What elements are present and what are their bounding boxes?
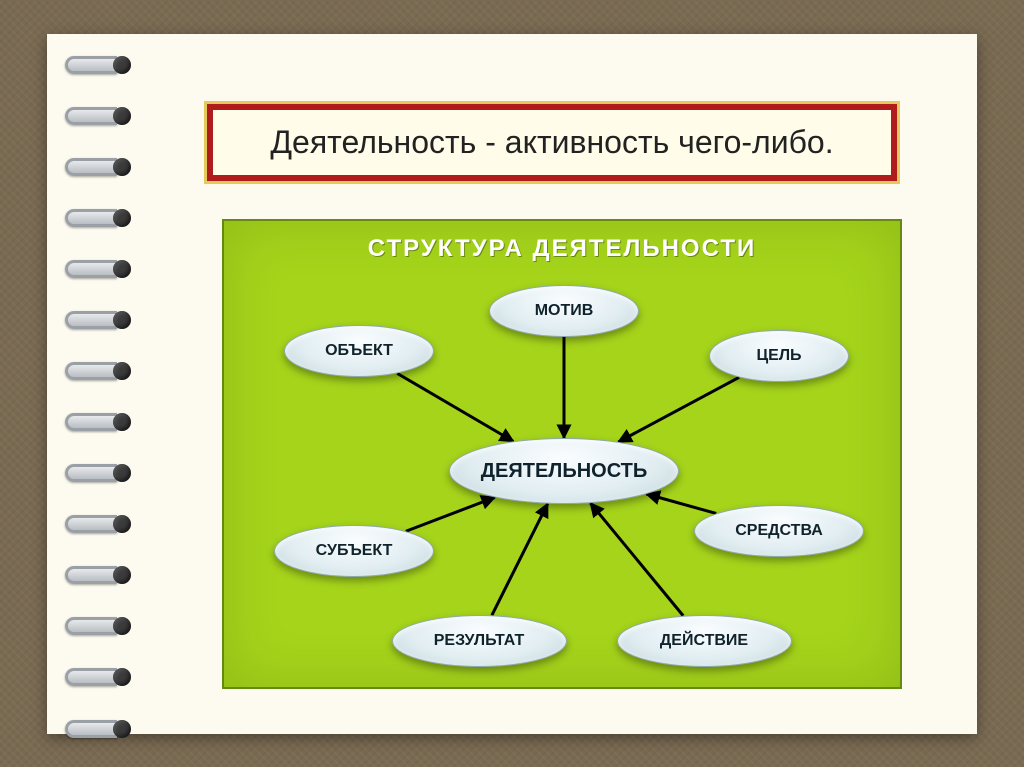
binding-ring [71,52,131,78]
edge-arrow [618,377,739,442]
edge-arrow [406,497,495,531]
binding-ring [71,613,131,639]
binding-ring [71,460,131,486]
edge-arrow [492,503,548,615]
edge-arrow [397,373,513,441]
binding-ring [71,358,131,384]
edge-arrow [590,503,683,616]
edge-arrow [646,494,716,513]
node-result: РЕЗУЛЬТАТ [392,615,567,667]
binding-ring [71,307,131,333]
node-action: ДЕЙСТВИЕ [617,615,792,667]
binding-ring [71,511,131,537]
notebook-page: Деятельность - активность чего-либо. СТР… [47,34,977,734]
binding-ring [71,562,131,588]
binding-ring [71,256,131,282]
spiral-binding [71,52,131,716]
binding-ring [71,409,131,435]
binding-ring [71,664,131,690]
title-box: Деятельность - активность чего-либо. [207,104,897,181]
binding-ring [71,716,131,742]
node-means: СРЕДСТВА [694,505,864,557]
node-object: ОБЪЕКТ [284,325,434,377]
diagram-canvas: СТРУКТУРА ДЕЯТЕЛЬНОСТИ ДЕЯТЕЛЬНОСТЬМОТИВ… [222,219,902,689]
binding-ring [71,154,131,180]
page-title: Деятельность - активность чего-либо. [270,124,833,160]
node-center: ДЕЯТЕЛЬНОСТЬ [449,438,679,504]
node-subject: СУБЪЕКТ [274,525,434,577]
binding-ring [71,205,131,231]
node-motive: МОТИВ [489,285,639,337]
node-goal: ЦЕЛЬ [709,330,849,382]
binding-ring [71,103,131,129]
